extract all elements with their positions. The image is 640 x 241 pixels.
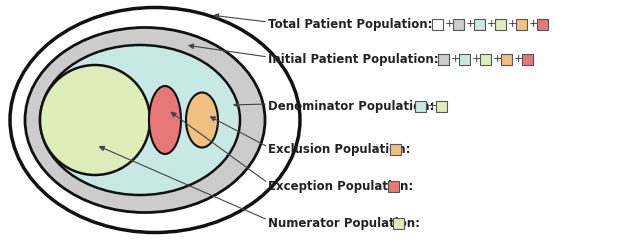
Bar [388, 181, 399, 192]
Bar [393, 218, 404, 229]
Bar [474, 19, 485, 30]
Text: +: + [451, 54, 460, 64]
Text: +: + [514, 54, 524, 64]
Bar [436, 101, 447, 112]
Bar [459, 54, 470, 65]
Ellipse shape [40, 65, 150, 175]
Text: +: + [472, 54, 481, 64]
Text: +: + [428, 101, 437, 111]
Text: Initial Patient Population:: Initial Patient Population: [268, 53, 438, 66]
Text: Total Patient Population:: Total Patient Population: [268, 18, 433, 31]
Ellipse shape [186, 93, 218, 147]
Text: +: + [445, 19, 454, 29]
Ellipse shape [10, 7, 300, 233]
Text: Exception Population:: Exception Population: [268, 180, 413, 193]
Text: Denominator Population:: Denominator Population: [268, 100, 435, 113]
Bar [438, 54, 449, 65]
Text: +: + [466, 19, 476, 29]
Text: +: + [508, 19, 517, 29]
Bar [432, 19, 443, 30]
Text: +: + [493, 54, 502, 64]
Bar [480, 54, 491, 65]
Text: Numerator Population:: Numerator Population: [268, 217, 420, 230]
Bar [453, 19, 464, 30]
Bar [501, 54, 512, 65]
Bar [516, 19, 527, 30]
Ellipse shape [149, 86, 181, 154]
Bar [537, 19, 548, 30]
Text: +: + [487, 19, 497, 29]
Ellipse shape [25, 27, 265, 213]
Text: Exclusion Population:: Exclusion Population: [268, 143, 410, 156]
Bar [495, 19, 506, 30]
Bar [415, 101, 426, 112]
Bar [390, 144, 401, 155]
Bar [522, 54, 533, 65]
Ellipse shape [40, 45, 240, 195]
Text: +: + [529, 19, 538, 29]
